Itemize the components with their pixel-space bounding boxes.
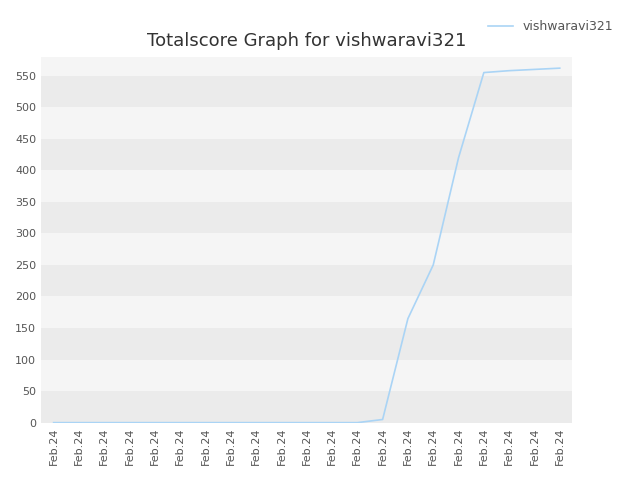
vishwaravi321	[556, 65, 564, 71]
vishwaravi321	[480, 70, 488, 75]
Legend: vishwaravi321: vishwaravi321	[483, 15, 619, 38]
vishwaravi321	[353, 420, 361, 425]
vishwaravi321	[328, 420, 336, 425]
Bar	[41, 265, 572, 297]
vishwaravi321	[303, 420, 310, 425]
Title: Totalscore Graph for vishwaravi321: Totalscore Graph for vishwaravi321	[147, 32, 467, 50]
vishwaravi321	[404, 316, 412, 322]
Bar	[41, 107, 572, 139]
vishwaravi321	[454, 155, 462, 161]
vishwaravi321	[531, 67, 538, 72]
vishwaravi321	[506, 68, 513, 73]
vishwaravi321	[125, 420, 133, 425]
vishwaravi321	[100, 420, 108, 425]
Bar	[41, 328, 572, 360]
vishwaravi321	[151, 420, 159, 425]
vishwaravi321	[278, 420, 285, 425]
Bar	[41, 76, 572, 107]
vishwaravi321	[379, 417, 387, 422]
vishwaravi321	[50, 420, 58, 425]
Bar	[41, 202, 572, 233]
vishwaravi321	[177, 420, 184, 425]
vishwaravi321	[75, 420, 83, 425]
Bar	[41, 391, 572, 422]
Line: vishwaravi321: vishwaravi321	[54, 68, 560, 422]
vishwaravi321	[202, 420, 209, 425]
Bar	[41, 139, 572, 170]
vishwaravi321	[429, 262, 437, 268]
vishwaravi321	[227, 420, 235, 425]
vishwaravi321	[252, 420, 260, 425]
Bar	[41, 233, 572, 265]
Bar	[41, 297, 572, 328]
Bar	[41, 360, 572, 391]
Bar	[41, 170, 572, 202]
Bar	[41, 57, 572, 76]
